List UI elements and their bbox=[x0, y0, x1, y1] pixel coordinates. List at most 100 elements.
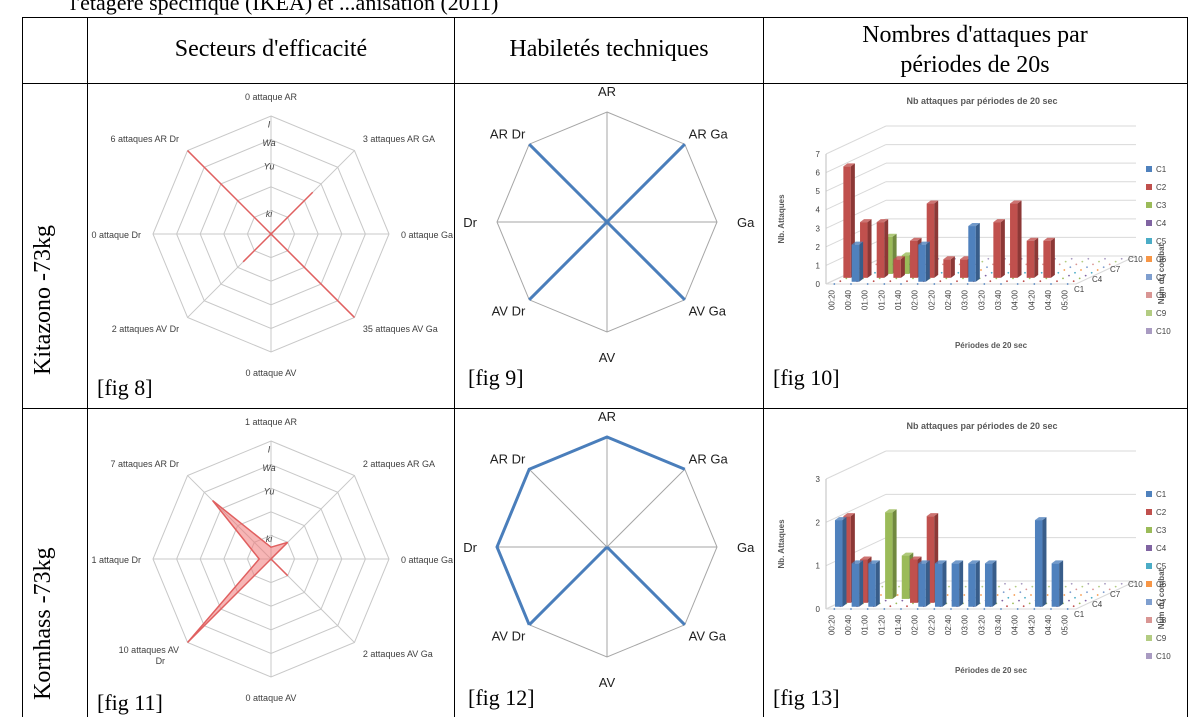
fig-label-11: [fig 11] bbox=[97, 690, 163, 715]
floor-marker bbox=[986, 266, 988, 269]
bar-top bbox=[868, 560, 880, 564]
floor-marker bbox=[933, 283, 936, 285]
radar-ring-label: Yu bbox=[264, 487, 275, 497]
floor-marker bbox=[895, 277, 898, 280]
bar-c1 bbox=[868, 563, 876, 607]
radar-chart-kornhass: I Wa Yu ki 1 attaque AR 2 attaques AR GA 0 att… bbox=[91, 417, 453, 703]
floor-marker bbox=[833, 283, 836, 285]
legend-entry: C10 bbox=[1156, 327, 1171, 336]
y-tick: 3 bbox=[816, 224, 821, 233]
bar-top bbox=[851, 241, 864, 245]
floor-marker bbox=[1080, 594, 1082, 596]
radar-axis-label: 10 attaques AV bbox=[119, 645, 179, 655]
octagon-label: AR Dr bbox=[490, 451, 526, 466]
radar-ring-label: Wa bbox=[262, 138, 275, 148]
grid-side bbox=[825, 144, 887, 174]
bar-side bbox=[1017, 200, 1022, 278]
floor-marker bbox=[916, 608, 919, 610]
top-caption: l'étagère spécifique (IKEA) et ...anisat… bbox=[70, 0, 499, 15]
floor-marker bbox=[956, 280, 958, 283]
octagon-label: AV Dr bbox=[492, 304, 526, 319]
legend-entry: C2 bbox=[1156, 508, 1167, 517]
y-tick: 4 bbox=[816, 206, 821, 215]
floor-marker bbox=[1104, 582, 1106, 585]
floor-marker bbox=[980, 269, 982, 271]
floor-marker bbox=[989, 280, 992, 283]
legend-swatch bbox=[1146, 617, 1152, 623]
floor-marker bbox=[939, 280, 942, 283]
floor-marker bbox=[1025, 588, 1028, 591]
floor-marker bbox=[1000, 283, 1002, 285]
floor-marker bbox=[1075, 263, 1078, 266]
floor-marker bbox=[1087, 582, 1090, 585]
floor-marker bbox=[1033, 608, 1036, 610]
bar-c1 bbox=[918, 563, 926, 607]
bar-side bbox=[942, 560, 947, 607]
octagon-label: AV bbox=[599, 350, 616, 365]
floor-marker bbox=[1013, 594, 1016, 596]
octagon-label: AR Ga bbox=[689, 126, 729, 141]
x-tick: 03:40 bbox=[994, 289, 1003, 310]
x-tick: 00:40 bbox=[844, 289, 853, 310]
floor-marker bbox=[1086, 266, 1088, 269]
bar-top bbox=[918, 241, 930, 245]
floor-marker bbox=[1068, 599, 1070, 602]
x-tick: 01:40 bbox=[894, 614, 903, 635]
floor-marker bbox=[1004, 582, 1006, 585]
floor-marker bbox=[1001, 599, 1004, 602]
x-tick: 04:00 bbox=[1011, 614, 1020, 635]
floor-marker bbox=[940, 271, 943, 274]
y-tick: 6 bbox=[816, 169, 821, 178]
floor-marker bbox=[850, 283, 852, 285]
bar-side bbox=[892, 509, 897, 599]
z-axis-title: Num du combat bbox=[1157, 568, 1166, 629]
radar-axis-label: 0 attaque Ga bbox=[401, 230, 453, 240]
floor-marker bbox=[889, 605, 892, 608]
bar-top bbox=[918, 560, 930, 564]
octagon-label: AV Ga bbox=[689, 629, 727, 644]
bar-c1 bbox=[1051, 563, 1060, 607]
legend-entry: C7 bbox=[1156, 273, 1167, 282]
floor-marker bbox=[866, 608, 869, 610]
floor-marker bbox=[950, 283, 952, 285]
floor-marker bbox=[948, 585, 950, 588]
grid-side bbox=[825, 199, 887, 229]
y-axis-title: Nb. Attaques bbox=[777, 194, 786, 244]
floor-marker bbox=[1066, 608, 1069, 610]
table-border-left bbox=[22, 17, 23, 717]
floor-marker bbox=[1080, 269, 1082, 271]
legend-entry: C8 bbox=[1156, 291, 1167, 300]
floor-marker bbox=[1081, 260, 1084, 263]
bar-side bbox=[1050, 237, 1055, 278]
floor-marker bbox=[1000, 608, 1002, 610]
bar-side bbox=[975, 560, 980, 607]
table-border-header bbox=[22, 83, 1187, 84]
floor-marker bbox=[1007, 271, 1010, 274]
floor-marker bbox=[1063, 594, 1066, 596]
legend-swatch bbox=[1146, 328, 1152, 334]
x-tick: 02:00 bbox=[911, 614, 920, 635]
x-tick: 05:00 bbox=[1061, 289, 1070, 310]
x-tick: 02:40 bbox=[944, 289, 953, 310]
y-tick: 3 bbox=[816, 475, 821, 484]
octagon-data-spoke bbox=[605, 143, 686, 224]
bar-top bbox=[1010, 200, 1022, 204]
floor-marker bbox=[1024, 271, 1026, 274]
floor-marker bbox=[1050, 608, 1052, 610]
floor-marker bbox=[833, 608, 836, 610]
bar-side bbox=[975, 223, 980, 282]
floor-marker bbox=[872, 280, 875, 283]
legend-swatch bbox=[1146, 545, 1152, 551]
floor-marker bbox=[1050, 283, 1052, 285]
z-tick: C4 bbox=[1092, 600, 1103, 609]
table-divider-3 bbox=[763, 17, 764, 717]
header-nombres-line2: périodes de 20s bbox=[900, 52, 1050, 78]
octagon-data-line bbox=[495, 435, 686, 626]
octagon-data-spoke bbox=[605, 545, 686, 626]
x-axis-title: Périodes de 20 sec bbox=[955, 666, 1028, 675]
octagon-spoke bbox=[528, 468, 608, 548]
bar-c1 bbox=[934, 563, 943, 607]
x-tick: 04:40 bbox=[1044, 289, 1053, 310]
x-tick: 01:20 bbox=[877, 614, 886, 635]
floor-marker bbox=[983, 608, 986, 610]
